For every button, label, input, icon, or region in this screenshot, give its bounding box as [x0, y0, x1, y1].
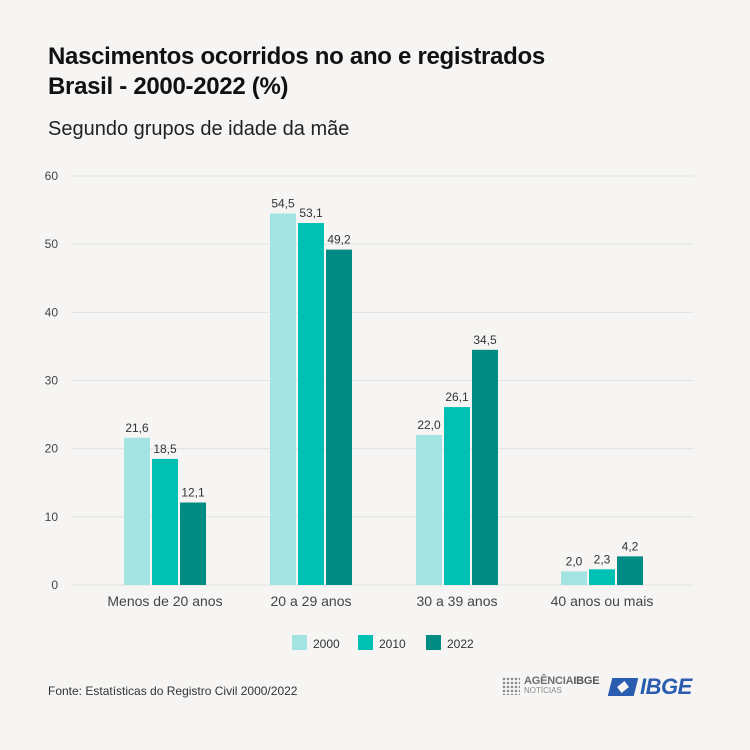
y-tick-label: 50: [45, 237, 59, 251]
y-tick-label: 0: [51, 578, 58, 592]
bar: [444, 407, 470, 585]
bar: [589, 569, 615, 585]
ibge-logo: IBGE: [607, 674, 692, 700]
y-tick-label: 60: [45, 169, 59, 183]
agencia-ibge-label: IBGE: [573, 675, 600, 687]
legend-label: 2000: [313, 637, 340, 651]
agencia-dots-icon: [502, 677, 520, 695]
ibge-wordmark: IBGE: [640, 674, 692, 699]
bar: [472, 349, 498, 585]
y-tick-label: 10: [45, 510, 59, 524]
bar: [180, 502, 206, 585]
title-line-1: Nascimentos ocorridos no ano e registrad…: [48, 43, 545, 70]
data-label: 12,1: [181, 486, 205, 500]
data-label: 22,0: [417, 418, 441, 432]
x-tick-label: 40 anos ou mais: [551, 593, 654, 609]
data-label: 2,3: [594, 552, 611, 566]
bar: [298, 223, 324, 585]
title-line-2: Brasil - 2000-2022 (%): [48, 73, 289, 100]
data-label: 54,5: [271, 196, 295, 210]
chart-subtitle: Segundo grupos de idade da mãe: [48, 118, 350, 140]
data-label: 21,6: [125, 421, 149, 435]
bar: [124, 437, 150, 585]
y-tick-label: 20: [45, 442, 59, 456]
bar: [326, 249, 352, 585]
chart-title: Nascimentos ocorridos no ano e registrad…: [48, 42, 708, 102]
data-label: 49,2: [327, 233, 351, 247]
bar: [270, 213, 296, 585]
data-label: 53,1: [299, 206, 323, 220]
legend-swatch: [358, 635, 373, 650]
x-tick-label: Menos de 20 anos: [107, 593, 222, 609]
data-label: 34,5: [473, 333, 497, 347]
y-tick-label: 40: [45, 305, 59, 319]
bar: [561, 571, 587, 585]
noticias-label: NOTÍCIAS: [524, 686, 562, 695]
legend-swatch: [426, 635, 441, 650]
y-tick-label: 30: [45, 374, 59, 388]
x-tick-label: 20 a 29 anos: [271, 593, 352, 609]
bar: [152, 458, 178, 585]
legend-label: 2022: [447, 637, 474, 651]
data-label: 26,1: [445, 390, 469, 404]
bar: [416, 435, 442, 585]
ibge-flag-icon: [607, 678, 639, 696]
agencia-label: AGÊNCIA: [524, 675, 574, 687]
data-label: 18,5: [153, 442, 177, 456]
data-label: 2,0: [566, 554, 583, 568]
agencia-ibge-logo: AGÊNCIAIBGE NOTÍCIAS: [502, 675, 600, 696]
bar: [617, 556, 643, 585]
legend-label: 2010: [379, 637, 406, 651]
legend-swatch: [292, 635, 307, 650]
data-label: 4,2: [622, 539, 639, 553]
source-note: Fonte: Estatísticas do Registro Civil 20…: [48, 684, 298, 698]
x-tick-label: 30 a 39 anos: [417, 593, 498, 609]
